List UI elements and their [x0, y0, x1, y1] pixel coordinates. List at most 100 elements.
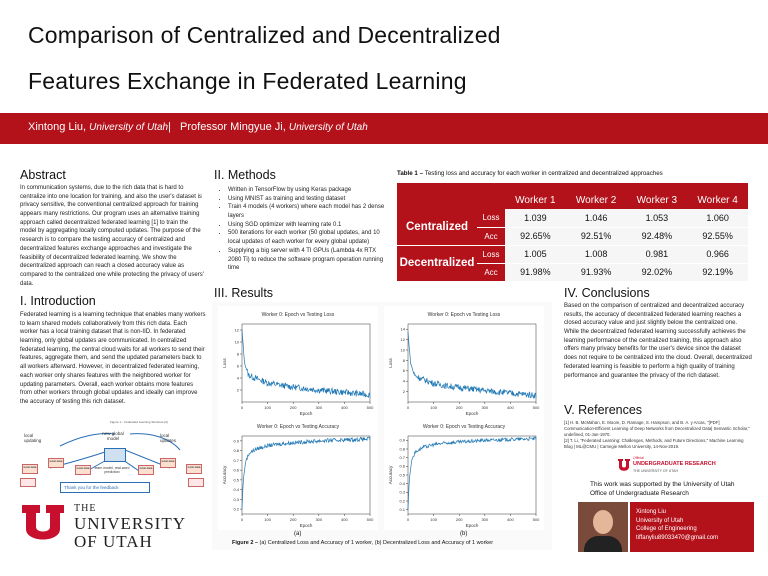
plot-frame	[241, 435, 371, 515]
plot-title: Worker 0: Epoch vs Testing Accuracy	[422, 424, 506, 430]
series-line	[241, 436, 371, 510]
contact-school: University of Utah	[636, 517, 684, 524]
table-cell: 92.48%	[626, 227, 688, 246]
methods-list: Written in TensorFlow by using Keras pac…	[218, 186, 388, 273]
university-of-utah-logo	[20, 503, 66, 547]
table-cell: 92.65%	[505, 227, 566, 246]
methods-heading: II. Methods	[214, 168, 276, 182]
undergraduate-research-logo: Official UNDERGRADUATE RESEARCH THE UNIV…	[618, 456, 718, 478]
author-separator: |	[168, 121, 171, 133]
new-global-model-label: new global model	[102, 431, 124, 441]
x-tick-label: 300	[481, 517, 488, 522]
y-tick-label: 14	[401, 327, 406, 332]
plot-title: Worker 0: Epoch vs Testing Loss	[427, 312, 501, 318]
contact-name: Xintong Liu	[636, 509, 667, 515]
table-header-worker2: Worker 2	[565, 183, 627, 209]
y-tick-label: 10	[235, 339, 240, 344]
x-tick-label: 300	[481, 405, 488, 410]
x-axis-label: Epoch	[300, 523, 313, 528]
y-tick-label: 6	[403, 368, 406, 373]
reference-item: [1] H. B. McMahan, E. Moore, D. Ramage, …	[564, 420, 750, 438]
x-tick-label: 400	[341, 405, 348, 410]
methods-item: Using MNIST as training and testing data…	[228, 195, 388, 204]
x-tick-label: 100	[264, 517, 271, 522]
abstract-text: In communication systems, due to the ric…	[20, 185, 204, 287]
table-cell: 91.98%	[505, 263, 566, 281]
figure2-caption-label: Figure 2 –	[232, 540, 258, 546]
table-group-centralized: Centralized	[397, 209, 477, 246]
methods-item: Train 4 models (4 workers) where each mo…	[228, 203, 388, 220]
logo-university: UNIVERSITY	[74, 514, 186, 533]
table-cell: 0.966	[687, 245, 748, 264]
photo-face	[593, 510, 613, 534]
x-tick-label: 0	[241, 405, 244, 410]
x-axis-label: Epoch	[300, 411, 313, 416]
table-cell: 1.039	[505, 209, 566, 228]
x-tick-label: 400	[507, 517, 514, 522]
y-tick-label: 2	[237, 387, 240, 392]
x-tick-label: 500	[533, 405, 540, 410]
x-tick-label: 400	[341, 517, 348, 522]
y-tick-label: 0.8	[233, 448, 239, 453]
table-metric-loss: Loss	[477, 209, 505, 228]
y-tick-label: 0.3	[233, 497, 239, 502]
contact-email[interactable]: tiffanyliu89033470@gmail.com	[636, 535, 719, 542]
y-tick-label: 0.6	[233, 468, 239, 473]
abstract-heading: Abstract	[20, 168, 66, 182]
chart-b-accuracy-svg: 0 100 200 300 400 500 0.1 0.2 0.3 0.4 0.5 0.6 0.7 0.8…	[388, 435, 540, 528]
table-header-worker3: Worker 3	[626, 183, 688, 209]
y-tick-label: 0.2	[233, 507, 239, 512]
x-tick-label: 0	[407, 405, 410, 410]
table-cell: 1.005	[505, 245, 566, 264]
conclusions-text: Based on the comparison of centralized a…	[564, 303, 752, 379]
results-table: Worker 1 Worker 2 Worker 3 Worker 4 Cent…	[397, 183, 748, 282]
plot-frame	[407, 435, 537, 515]
logo-official: Official	[633, 456, 644, 460]
x-tick-label: 300	[315, 517, 322, 522]
y-tick-label: 0.4	[399, 481, 405, 486]
y-tick-label: 12	[401, 337, 406, 342]
introduction-heading: I. Introduction	[20, 294, 96, 308]
y-tick-label: 0.1	[399, 507, 405, 512]
x-tick-label: 200	[290, 405, 297, 410]
results-heading: III. Results	[214, 286, 274, 300]
local-updating-label: local updating	[24, 433, 42, 443]
methods-item: 500 iterations for each worker (50 globa…	[228, 229, 388, 246]
author1-affiliation: University of Utah	[89, 122, 169, 133]
y-axis-label: Accuracy	[222, 465, 227, 484]
local-data-box-5: local data	[160, 458, 176, 468]
table-metric-loss: Loss	[477, 245, 505, 264]
x-tick-label: 300	[315, 405, 322, 410]
y-tick-label: 0.2	[399, 498, 405, 503]
y-tick-label: 12	[235, 327, 240, 332]
y-tick-label: 0.3	[399, 490, 405, 495]
x-tick-label: 100	[430, 517, 437, 522]
table-cell: 0.981	[626, 245, 688, 264]
x-tick-label: 100	[430, 405, 437, 410]
x-tick-label: 500	[367, 405, 374, 410]
y-tick-label: 0.7	[233, 458, 239, 463]
table-group-decentralized: Decentralized	[397, 245, 477, 282]
figure1-caption: Figure 1 – Federated Learning Structure …	[110, 420, 168, 424]
local-data-box-2: local data	[48, 458, 64, 468]
x-tick-label: 100	[264, 405, 271, 410]
table-cell: 92.02%	[626, 263, 688, 281]
table-cell: 91.93%	[565, 263, 627, 281]
local-data-box-6: local data	[186, 464, 202, 474]
x-tick-label: 0	[407, 517, 410, 522]
photo-shoulders	[584, 536, 622, 552]
y-tick-label: 0.8	[399, 446, 405, 451]
plot-title: Worker 0: Epoch vs Testing Accuracy	[256, 424, 340, 430]
y-axis-label: Loss	[222, 358, 227, 368]
y-tick-label: 6	[237, 363, 240, 368]
chart-a-loss-svg: 0 100 200 300 400 500 2 4 6 8 10 12 Epoch Loss	[222, 323, 374, 416]
author-photo	[578, 502, 628, 552]
table-cell: 1.008	[565, 245, 627, 264]
table1-caption: Table 1 – Testing loss and accuracy for …	[397, 170, 663, 177]
table1-caption-label: Table 1 –	[397, 170, 424, 177]
y-tick-label: 0.6	[399, 464, 405, 469]
x-tick-label: 400	[507, 405, 514, 410]
y-tick-label: 0.4	[233, 487, 239, 492]
plot-b-accuracy: Worker 0: Epoch vs Testing Accuracy 0 100…	[384, 418, 544, 530]
block-u-icon	[22, 505, 64, 540]
